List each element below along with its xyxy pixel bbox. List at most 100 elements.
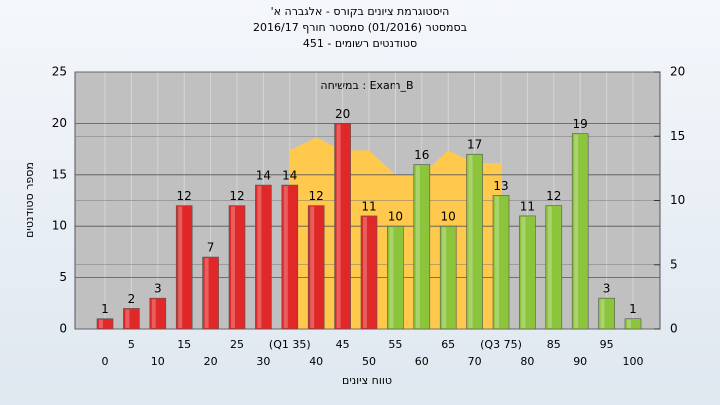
data-label: 2: [128, 292, 136, 306]
bar-highlight: [310, 206, 315, 328]
bar-highlight: [151, 299, 156, 328]
bar: [519, 215, 536, 330]
bar-highlight: [600, 299, 605, 328]
x-tick-label: 80: [520, 355, 534, 368]
y2-tick-label: 15: [670, 129, 685, 143]
bar: [624, 318, 642, 330]
data-label: 11: [361, 199, 376, 213]
data-label: 10: [388, 210, 403, 224]
data-label: 1: [629, 302, 637, 316]
y-tick-label: 20: [52, 116, 67, 130]
y-axis-label: מספר סטודנטים: [23, 162, 36, 238]
x-tick-label: 50: [362, 355, 376, 368]
bar: [281, 184, 299, 330]
x-tick-label: 0: [102, 355, 109, 368]
data-label: 20: [335, 107, 350, 121]
x-tick-label: 85: [547, 338, 561, 351]
bar: [492, 195, 510, 330]
y2-tick-label: 0: [670, 322, 678, 336]
annotation: במשיחה : Exam_B: [320, 79, 413, 92]
bar-highlight: [99, 319, 103, 328]
bar-highlight: [415, 165, 420, 328]
data-label: 12: [546, 189, 561, 203]
x-tick-label: 10: [151, 355, 165, 368]
data-label: 11: [520, 199, 535, 213]
bar: [255, 184, 272, 330]
x-tick-label: (Q1 35): [269, 338, 311, 351]
data-label: 3: [603, 282, 611, 296]
bar: [175, 205, 193, 330]
bar-highlight: [178, 206, 183, 328]
bar: [228, 205, 246, 330]
data-label: 1: [101, 302, 109, 316]
x-tick-label: 55: [388, 338, 402, 351]
chart-title: 'היסטוגרמת ציונים בקורס - אלגברה א: [271, 5, 450, 18]
data-label: 12: [229, 189, 244, 203]
bar: [360, 215, 378, 330]
y-tick-label: 0: [59, 322, 67, 336]
data-label: 10: [441, 210, 456, 224]
bar: [571, 133, 589, 330]
data-label: 14: [256, 169, 271, 183]
bar: [598, 297, 615, 330]
x-tick-label: 95: [600, 338, 614, 351]
bar-highlight: [547, 206, 552, 328]
bar: [149, 297, 167, 330]
x-tick-label: 30: [256, 355, 270, 368]
bar: [439, 225, 457, 330]
bar: [334, 123, 351, 330]
y-tick-label: 10: [52, 219, 67, 233]
x-tick-label: 70: [468, 355, 482, 368]
data-label: 12: [177, 189, 192, 203]
data-label: 17: [467, 138, 482, 152]
bar-highlight: [231, 206, 235, 328]
bar: [96, 318, 114, 330]
data-label: 7: [207, 241, 215, 255]
x-tick-label: 100: [623, 355, 644, 368]
bar: [307, 205, 325, 330]
x-tick-label: 90: [573, 355, 587, 368]
bar-highlight: [389, 227, 394, 328]
x-tick-label: 45: [336, 338, 350, 351]
bar: [202, 256, 219, 330]
bar-highlight: [336, 124, 341, 329]
bar-highlight: [257, 186, 262, 328]
bar: [123, 308, 140, 330]
bar-highlight: [495, 196, 499, 328]
bar-highlight: [574, 134, 579, 328]
y2-tick-label: 20: [670, 65, 685, 79]
bar: [545, 205, 563, 330]
x-tick-label: 40: [309, 355, 323, 368]
data-label: 13: [493, 179, 508, 193]
x-tick-label: 5: [128, 338, 135, 351]
bar: [387, 225, 404, 330]
y2-tick-label: 10: [670, 193, 685, 207]
x-tick-label: 15: [177, 338, 191, 351]
y-tick-label: 25: [52, 65, 67, 79]
bar-highlight: [521, 216, 526, 328]
x-axis-label: טווח ציונים: [342, 374, 392, 387]
x-tick-label: 20: [204, 355, 218, 368]
data-label: 3: [154, 282, 162, 296]
y-tick-label: 15: [52, 167, 67, 181]
data-label: 14: [282, 169, 297, 183]
bar-highlight: [363, 216, 367, 328]
data-label: 12: [309, 189, 324, 203]
data-label: 19: [573, 117, 588, 131]
bar-highlight: [204, 258, 209, 328]
y2-tick-label: 5: [670, 257, 678, 271]
chart-subtitle: בסמסטר (01/2016) סמסטר חורף 2016/17: [253, 21, 467, 34]
x-tick-label: 65: [441, 338, 455, 351]
chart-subtitle: סטודנטים רשומים - 451: [303, 37, 417, 50]
y-tick-label: 5: [59, 270, 67, 284]
data-label: 16: [414, 148, 429, 162]
bar: [413, 164, 431, 330]
bar-highlight: [627, 319, 631, 328]
bar-highlight: [468, 155, 473, 328]
bar: [466, 153, 483, 330]
bar-highlight: [442, 227, 447, 328]
bar-highlight: [125, 309, 130, 328]
